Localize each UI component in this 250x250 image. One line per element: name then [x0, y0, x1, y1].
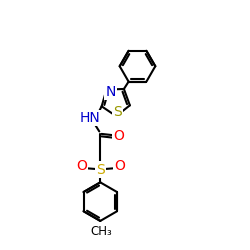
Text: O: O: [76, 159, 87, 173]
Text: S: S: [113, 105, 122, 119]
Text: S: S: [96, 162, 105, 176]
Text: O: O: [113, 129, 124, 143]
Text: HN: HN: [80, 111, 101, 125]
Text: N: N: [105, 84, 116, 98]
Text: CH₃: CH₃: [91, 225, 112, 238]
Text: O: O: [114, 159, 125, 173]
